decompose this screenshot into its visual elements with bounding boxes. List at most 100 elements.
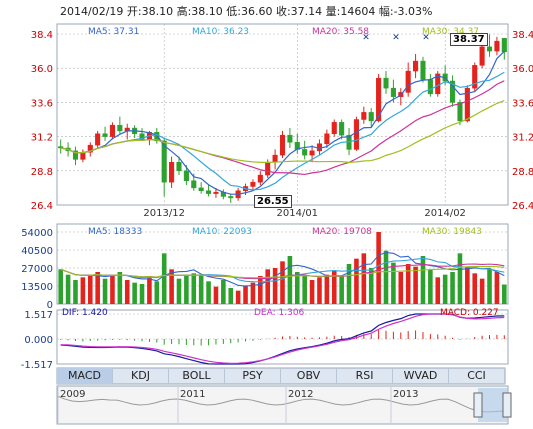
volume-bar [376, 232, 381, 304]
price-x-tick: 2013/12 [143, 208, 185, 219]
volume-bar [324, 274, 330, 304]
candle-body [117, 124, 123, 132]
macd-dea-label: DEA: 1.306 [254, 308, 305, 318]
volume-bar [294, 272, 300, 304]
price-ma20-label: MA20: 35.58 [312, 27, 370, 37]
volume-bar [147, 276, 152, 304]
tab-wvad[interactable]: WVAD [393, 368, 449, 384]
candle-body [368, 112, 374, 122]
candle-body [361, 112, 367, 120]
price-ma10-label: MA10: 36.23 [192, 27, 250, 37]
candle-body [450, 80, 456, 103]
volume-bar [368, 268, 374, 304]
volume-y-tick: 27000 [21, 264, 53, 275]
low-price-marker: 26.55 [254, 195, 292, 208]
candle-body [95, 133, 101, 146]
volume-y-tick: 0 [47, 300, 53, 311]
candle-body [413, 60, 419, 72]
volume-y-tick: 54000 [21, 228, 53, 239]
tab-boll[interactable]: BOLL [169, 368, 225, 384]
navigator-price-line [56, 395, 509, 413]
tab-psy[interactable]: PSY [225, 368, 281, 384]
volume-bar [132, 282, 137, 304]
volume-bar [280, 261, 285, 304]
candle-body [479, 46, 485, 66]
tab-macd[interactable]: MACD [57, 368, 113, 384]
candle-body [316, 143, 323, 152]
volume-bars [58, 232, 507, 304]
navigator-year-label: 2013 [393, 389, 418, 400]
volume-moving-averages [60, 251, 505, 287]
volume-bar [228, 288, 234, 304]
volume-bar [354, 258, 359, 304]
candle-body [309, 150, 315, 156]
tab-kdj[interactable]: KDJ [113, 368, 169, 384]
volume-bar [139, 284, 145, 304]
candle-body [109, 124, 115, 137]
volume-ma10-line [60, 257, 505, 283]
volume-bar [391, 262, 396, 304]
candle-body [154, 132, 160, 142]
candle-body [383, 77, 389, 89]
macd-dea-line [60, 313, 505, 364]
candle-body [390, 87, 396, 97]
volume-bar [302, 276, 307, 304]
navigator-year-label: 2011 [180, 389, 205, 400]
price-y-tick-left: 36.0 [31, 64, 53, 75]
candle-body [102, 133, 108, 137]
high-price-marker: 38.37 [450, 33, 488, 46]
candle-body [228, 196, 234, 199]
price-y-tick-right: 28.8 [512, 167, 533, 178]
candle-body [87, 144, 93, 153]
price-y-tick-left: 33.6 [31, 98, 53, 109]
candle-body [472, 65, 478, 89]
volume-bar [235, 290, 241, 304]
volume-bar [465, 266, 470, 304]
price-x-tick: 2014/01 [277, 208, 319, 219]
price-y-tick-left: 38.4 [31, 30, 53, 41]
volume-bar [198, 274, 204, 304]
volume-bar [272, 268, 278, 304]
price-ma5-label: MA5: 37.31 [88, 27, 140, 37]
volume-bar [472, 273, 478, 304]
price-x-tick: 2014/02 [424, 208, 466, 219]
navigator-strip: 2009 2011 2012 2013 [56, 385, 512, 425]
navigator-left-handle [473, 392, 483, 418]
volume-bar [413, 266, 418, 304]
volume-bar [169, 269, 174, 304]
candle-body [302, 149, 308, 156]
volume-bar [95, 272, 100, 304]
volume-bar [102, 278, 108, 304]
volume-bar [221, 280, 226, 304]
volume-bar [265, 269, 271, 304]
volume-bar [487, 269, 492, 304]
macd-y-tick: 1.517 [24, 310, 53, 321]
volume-bar [87, 274, 93, 304]
tab-cci[interactable]: CCI [449, 368, 505, 384]
candle-body [198, 187, 204, 191]
volume-bar [405, 264, 411, 304]
tab-rsi[interactable]: RSI [337, 368, 393, 384]
candle-body [206, 190, 212, 194]
price-ma10-line [60, 71, 505, 191]
volume-bar [65, 274, 71, 304]
volume-bar [479, 278, 485, 304]
quote-info-line: 2014/02/19 开:38.10 高:38.10 低:36.60 收:37.… [60, 5, 433, 18]
navigator-year-label: 2009 [60, 389, 85, 400]
candle-body [80, 152, 86, 160]
macd-histogram [60, 329, 505, 346]
price-ma30-label: MA30: 34.37 [422, 27, 480, 37]
candle-body [183, 170, 189, 182]
tab-obv[interactable]: OBV [281, 368, 337, 384]
volume-y-tick: 13500 [21, 282, 53, 293]
volume-bar [450, 272, 455, 304]
candle-body [324, 133, 330, 144]
volume-bar [494, 272, 500, 304]
volume-bar [428, 269, 433, 304]
volume-bar [287, 256, 293, 304]
volume-bar [346, 264, 352, 304]
price-y-tick-right: 26.4 [512, 201, 533, 212]
volume-y-tick: 40500 [21, 246, 53, 257]
candle-body [339, 122, 345, 136]
